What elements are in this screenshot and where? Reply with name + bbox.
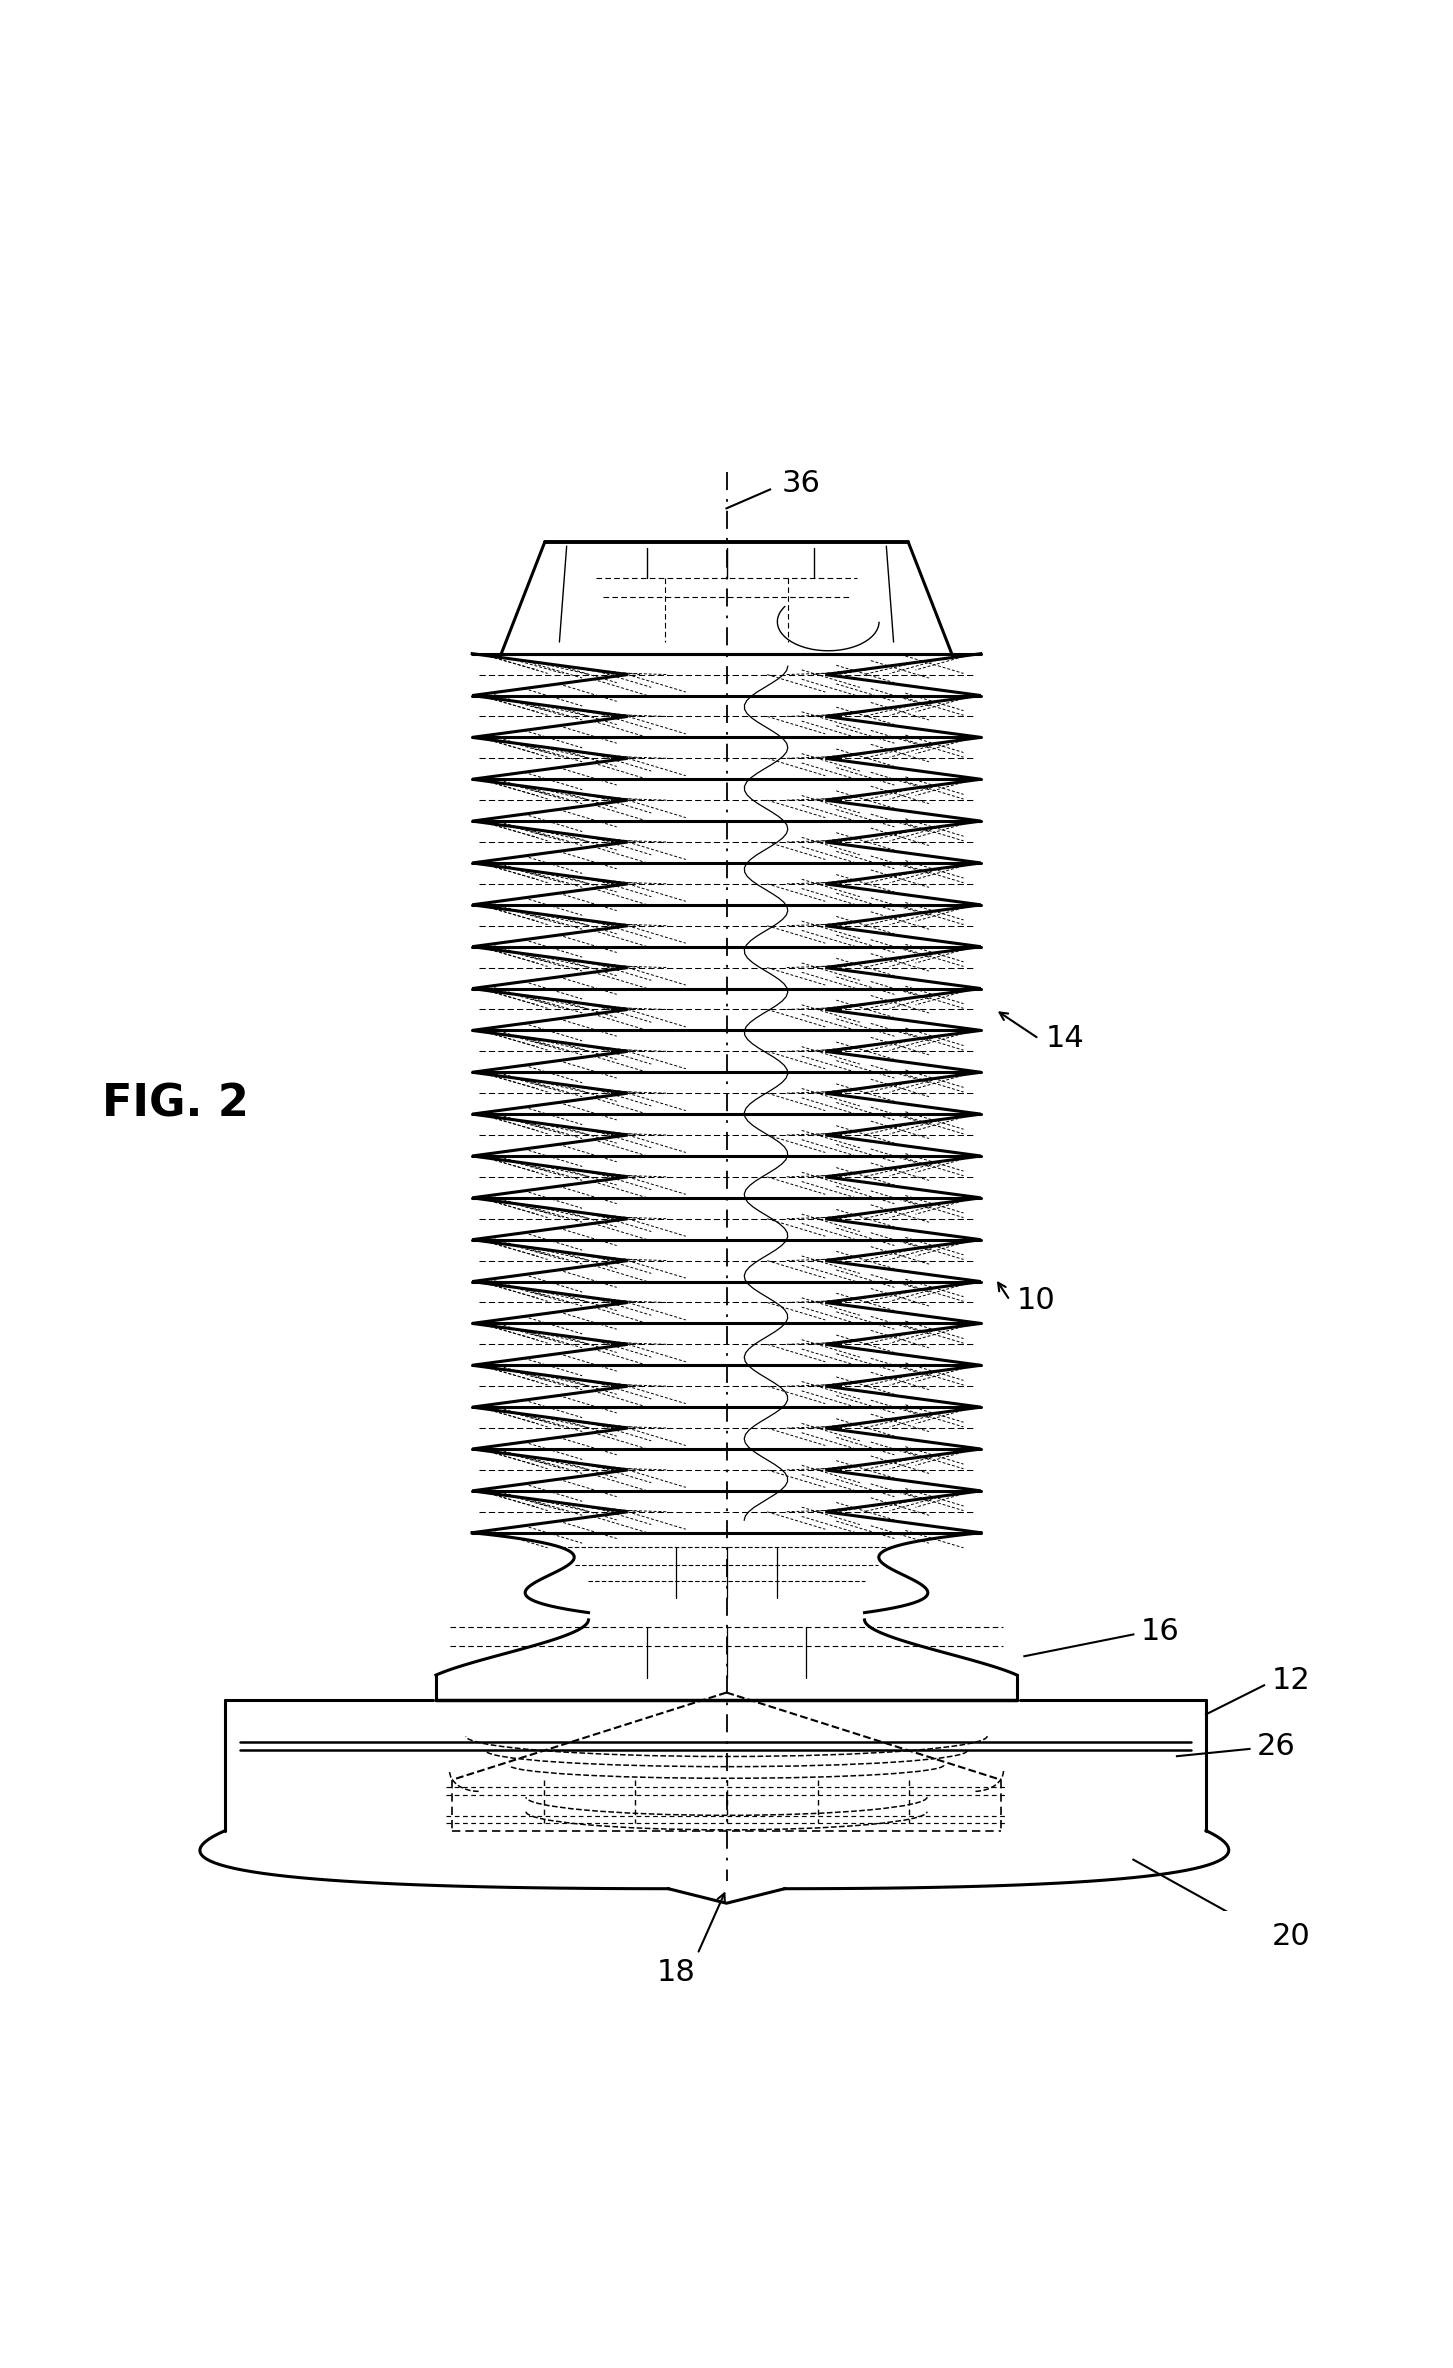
Text: 16: 16 — [1141, 1617, 1180, 1646]
Text: 12: 12 — [1271, 1667, 1311, 1695]
Text: FIG. 2: FIG. 2 — [102, 1082, 248, 1125]
Text: 26: 26 — [1257, 1731, 1296, 1759]
Text: 20: 20 — [1271, 1923, 1311, 1951]
Text: 18: 18 — [657, 1958, 695, 1987]
Text: 14: 14 — [1046, 1025, 1085, 1054]
Text: 36: 36 — [782, 469, 821, 497]
Text: 10: 10 — [1017, 1286, 1056, 1314]
